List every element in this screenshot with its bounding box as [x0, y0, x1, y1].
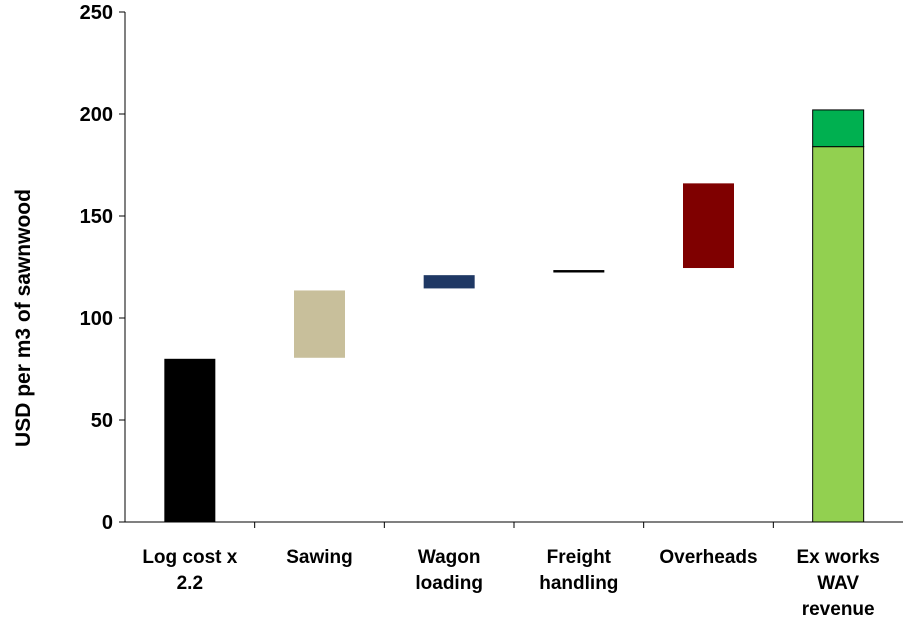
waterfall-bar [164, 358, 216, 522]
y-tick-label: 250 [80, 2, 113, 24]
x-category-label: Freight handling [539, 547, 618, 594]
x-category-label-line: Ex works [796, 547, 879, 568]
x-category-label-line: loading [415, 573, 483, 594]
waterfall-bar [812, 109, 865, 148]
x-category-label-line: 2.2 [177, 573, 203, 594]
y-tick-label: 50 [91, 410, 113, 432]
plot-area: 0 50 100 150 200 250 Log cost x 2.2 Sawing Wagon l… [80, 2, 903, 620]
x-category-label-line: Freight [547, 547, 612, 568]
x-category-label: Sawing [286, 547, 353, 568]
x-category-label-line: handling [539, 573, 618, 594]
x-category-label: Wagon loading [415, 547, 483, 594]
x-category-label-line: Log cost x [142, 547, 237, 568]
x-category-label: Overheads [659, 547, 757, 568]
x-category-label-line: Sawing [286, 547, 353, 568]
x-category-label-line: revenue [802, 599, 875, 620]
y-axis-title-group: USD per m3 of sawnwood [12, 189, 35, 447]
x-category-label-line: Overheads [659, 547, 757, 568]
waterfall-bar [683, 183, 734, 269]
x-category-label: Log cost x 2.2 [142, 547, 237, 594]
x-category-label-line: Wagon [418, 547, 481, 568]
waterfall-bar [423, 275, 475, 289]
waterfall-bar [294, 290, 345, 358]
y-axis-title: USD per m3 of sawnwood [12, 189, 35, 447]
y-tick-label: 150 [80, 206, 113, 228]
y-tick-label: 200 [80, 104, 113, 126]
y-tick-label: 0 [102, 512, 113, 534]
waterfall-bar [553, 270, 605, 273]
waterfall-bar [812, 146, 865, 523]
x-category-label: Ex works WAV revenue [796, 547, 879, 620]
y-tick-label: 100 [80, 308, 113, 330]
x-category-label-line: WAV [817, 573, 859, 594]
